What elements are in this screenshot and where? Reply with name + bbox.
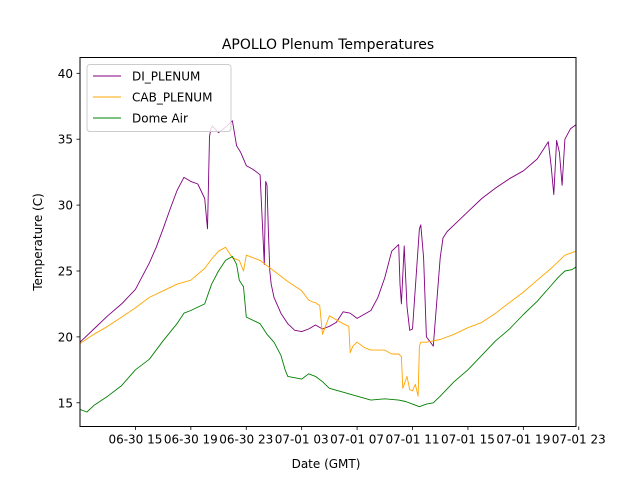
series-line-1 [79, 246, 577, 397]
y-tick-label: 15 [58, 396, 73, 410]
plot-frame [79, 57, 577, 427]
y-tick-label: 20 [58, 330, 73, 344]
y-axis-title: Temperature (C) [31, 193, 45, 292]
legend-label: Dome Air [132, 112, 188, 126]
legend-label: CAB_PLENUM [132, 91, 212, 105]
x-tick-label: 07-01 03 [275, 433, 329, 447]
x-axis: 06-30 15 06-30 19 06-30 23 07-01 03 07-01 07… [108, 426, 606, 447]
x-tick-label: 07-01 15 [441, 433, 495, 447]
y-tick-label: 35 [58, 133, 73, 147]
x-axis-title: Date (GMT) [292, 457, 361, 471]
y-tick-label: 30 [58, 199, 73, 213]
legend: DI_PLENUM CAB_PLENUM Dome Air [86, 64, 232, 132]
series-line-0 [79, 120, 577, 347]
x-tick-label: 07-01 19 [496, 433, 550, 447]
x-tick-label: 07-01 07 [330, 433, 384, 447]
y-tick-label: 40 [58, 67, 73, 81]
x-tick-label: 06-30 19 [164, 433, 218, 447]
legend-label: DI_PLENUM [132, 70, 200, 84]
x-tick-label: 06-30 15 [108, 433, 162, 447]
x-tick-label: 06-30 23 [219, 433, 273, 447]
x-tick-label: 07-01 23 [552, 433, 606, 447]
series-layer [79, 120, 577, 413]
y-axis: 15 20 25 30 35 40 [58, 67, 80, 410]
x-tick-label: 07-01 11 [386, 433, 440, 447]
y-tick-label: 25 [58, 264, 73, 278]
legend-box [86, 64, 232, 132]
chart-title: APOLLO Plenum Temperatures [222, 37, 434, 53]
series-line-2 [79, 256, 577, 413]
